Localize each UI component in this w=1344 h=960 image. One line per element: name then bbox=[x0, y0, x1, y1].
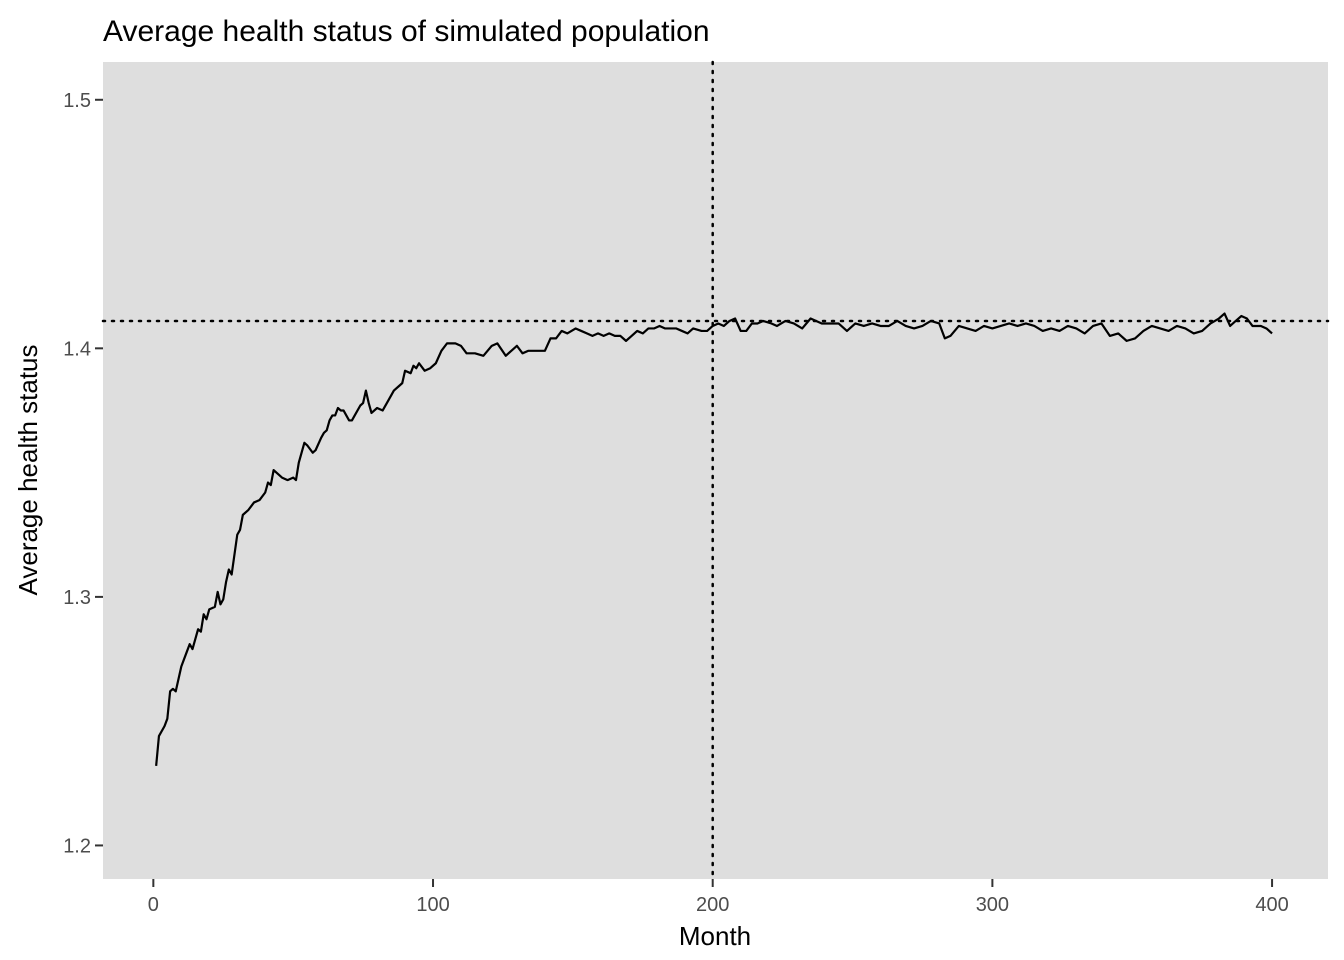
x-axis-title: Month bbox=[679, 921, 751, 951]
series-line-1 bbox=[155, 312, 1273, 767]
chart-title: Average health status of simulated popul… bbox=[103, 15, 710, 48]
reference-lines bbox=[101, 60, 1330, 881]
x-tick-label-4: 300 bbox=[976, 894, 1009, 916]
y-axis-title: Average health status bbox=[13, 344, 43, 595]
y-axis: 1.2 1.3 1.4 1.5 bbox=[63, 90, 103, 857]
x-tick-label-5: 400 bbox=[1255, 894, 1288, 916]
y-tick-label-1: 1.2 bbox=[63, 835, 91, 857]
x-axis: 0 100 200 300 400 bbox=[148, 879, 1289, 916]
y-tick-label-2: 1.3 bbox=[63, 587, 91, 609]
x-tick-label-1: 0 bbox=[148, 894, 159, 916]
plot-panel bbox=[103, 62, 1328, 879]
series-layer bbox=[155, 312, 1273, 767]
x-tick-label-3: 200 bbox=[696, 894, 729, 916]
x-tick-label-2: 100 bbox=[416, 894, 449, 916]
y-tick-label-3: 1.4 bbox=[63, 338, 91, 360]
y-tick-label-4: 1.5 bbox=[63, 90, 91, 112]
